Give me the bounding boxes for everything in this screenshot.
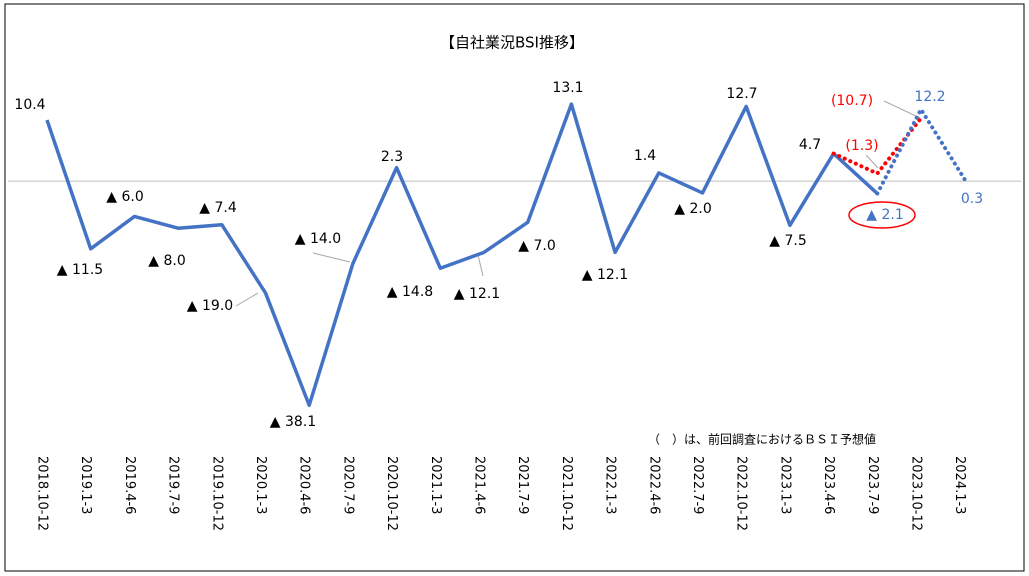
chart-frame <box>4 3 1025 572</box>
data-label: ▲ 14.0 <box>295 231 341 247</box>
data-label: ▲ 7.0 <box>518 238 555 254</box>
series-line <box>45 102 879 408</box>
data-label: ▲ 38.1 <box>270 414 316 430</box>
x-tick-label: 2020.10-12 <box>384 456 399 531</box>
data-label: ▲ 7.5 <box>769 233 806 249</box>
chart-title: 【自社業況BSI推移】 <box>440 34 584 52</box>
data-label: ▲ 11.5 <box>57 262 103 278</box>
x-tick-label: 2019.10-12 <box>209 456 224 531</box>
note: （ ）は、前回調査におけるＢＳＩ予想値 <box>648 432 876 447</box>
x-tick-label: 2021.7-9 <box>515 456 530 514</box>
x-tick-label: 2023.7-9 <box>865 456 880 514</box>
x-tick-label: 2023.10-12 <box>909 456 924 531</box>
x-tick-label: 2022.7-9 <box>690 456 705 514</box>
data-label: ▲ 7.4 <box>199 200 237 216</box>
data-label: 4.7 <box>799 137 821 153</box>
data-label: ▲ 12.1 <box>582 267 628 283</box>
x-tick-label: 2024.1-3 <box>952 456 967 514</box>
data-label: ▲ 2.0 <box>674 201 711 217</box>
series-line <box>831 116 923 176</box>
series-line <box>875 107 967 196</box>
data-label: ▲ 19.0 <box>187 298 233 314</box>
data-label: 2.3 <box>381 149 403 165</box>
x-tick-label: 2021.1-3 <box>428 456 443 514</box>
x-tick-label: 2021.10-12 <box>559 456 574 531</box>
x-tick-label: 2021.4-6 <box>472 456 487 514</box>
data-label: ▲ 14.8 <box>387 284 433 300</box>
x-tick-label: 2020.7-9 <box>340 456 355 514</box>
x-tick-label: 2022.4-6 <box>646 456 661 514</box>
highlight-circle <box>848 201 916 229</box>
data-label: ▲ 8.0 <box>148 253 185 269</box>
data-label: 0.3 <box>961 191 983 207</box>
x-tick-label: 2020.1-3 <box>253 456 268 514</box>
data-label: 10.4 <box>14 97 45 113</box>
data-label: (1.3) <box>845 138 878 154</box>
data-label: ▲ 12.1 <box>454 286 500 302</box>
x-tick-label: 2019.1-3 <box>78 456 93 514</box>
x-tick-label: 2023.1-3 <box>777 456 792 514</box>
x-tick-label: 2022.10-12 <box>734 456 749 531</box>
data-label: ▲ 6.0 <box>106 189 143 205</box>
x-tick-label: 2019.7-9 <box>166 456 181 514</box>
data-label: (10.7) <box>831 93 873 109</box>
x-tick-label: 2023.4-6 <box>821 456 836 514</box>
x-tick-label: 2019.4-6 <box>122 456 137 514</box>
data-label: 12.2 <box>914 89 945 105</box>
data-label: 12.7 <box>726 86 757 102</box>
data-label: 13.1 <box>552 80 583 96</box>
leader-lines <box>235 100 921 307</box>
x-tick-label: 2018.10-12 <box>35 456 50 531</box>
data-label: ▲ 2.1 <box>866 207 903 223</box>
data-label: 1.4 <box>634 148 656 164</box>
x-tick-label: 2022.1-3 <box>603 456 618 514</box>
x-tick-label: 2020.4-6 <box>297 456 312 514</box>
